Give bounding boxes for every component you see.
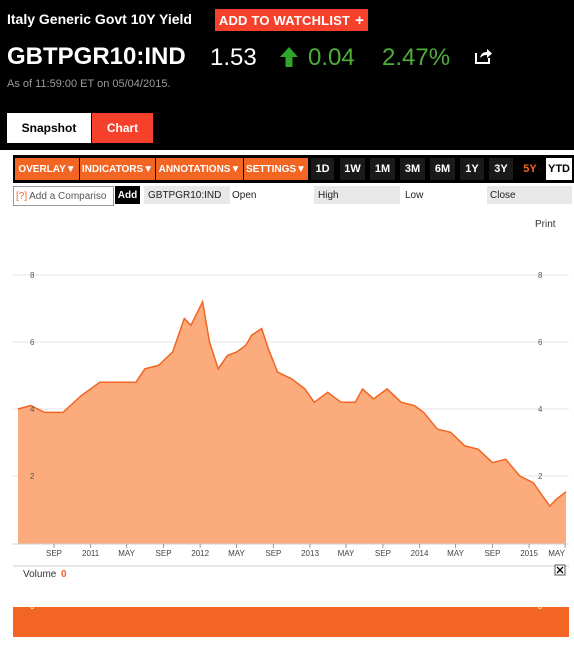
y-tick-label-left: 8	[30, 271, 35, 280]
range-5y[interactable]: 5Y	[518, 158, 542, 180]
overlay-menu[interactable]: OVERLAY ▼	[15, 158, 79, 180]
settings-menu[interactable]: SETTINGS ▼	[244, 158, 308, 180]
range-1d[interactable]: 1D	[311, 158, 334, 180]
x-tick-label: SEP	[156, 549, 172, 558]
indicators-menu[interactable]: INDICATORS ▼	[80, 158, 155, 180]
yield-area-series	[18, 301, 566, 544]
yield-line-series	[17, 299, 567, 508]
range-1m[interactable]: 1M	[370, 158, 395, 180]
compare-placeholder: Add a Compariso	[29, 190, 107, 202]
y-tick-label-right: 2	[538, 472, 543, 481]
y-tick-label-left: 6	[30, 338, 35, 347]
chart-toolbar: OVERLAY ▼ INDICATORS ▼ ANNOTATIONS ▼ SETTIN…	[13, 155, 574, 183]
tab-snapshot[interactable]: Snapshot	[7, 113, 91, 143]
volume-value: 0	[61, 569, 67, 580]
range-3m[interactable]: 3M	[400, 158, 425, 180]
x-axis: SEP 2011 MAY SEP 2012 MAY SEP 2013 MAY SEP 2014 MAY…	[46, 544, 566, 558]
up-arrow-icon	[280, 47, 298, 67]
y-tick-label-right: 8	[538, 271, 543, 280]
volume-axis-left-tick: 0	[30, 602, 35, 611]
open-field: Open	[232, 189, 257, 201]
compare-input[interactable]: [?] Add a Compariso	[13, 186, 114, 206]
timestamp: As of 11:59:00 ET on 05/04/2015.	[7, 78, 171, 90]
x-tick-label: 2013	[301, 549, 319, 558]
volume-label: Volume	[23, 569, 57, 580]
plus-icon: +	[355, 11, 365, 29]
symbol-chip: GBTPGR10:IND	[144, 186, 230, 204]
low-field: Low	[405, 189, 424, 201]
price-chart[interactable]: 2 4 6 8 2 4 6 8 SEP 2011 MAY SEP 2012 MAY SEP 2013 MAY…	[0, 210, 574, 648]
annotations-menu-label: ANNOTATIONS	[158, 163, 231, 175]
caret-down-icon: ▼	[143, 163, 154, 175]
y-tick-label-right: 4	[538, 405, 543, 414]
close-field: Close	[487, 186, 572, 204]
range-6m[interactable]: 6M	[430, 158, 455, 180]
indicators-menu-label: INDICATORS	[81, 163, 144, 175]
range-ytd[interactable]: YTD	[546, 158, 572, 180]
x-tick-label: 2014	[411, 549, 429, 558]
y-axis-right: 2 4 6 8	[538, 271, 543, 481]
range-1y[interactable]: 1Y	[460, 158, 484, 180]
y-axis-left: 2 4 6 8	[30, 271, 35, 481]
caret-down-icon: ▼	[296, 163, 306, 175]
x-tick-label: SEP	[375, 549, 391, 558]
high-field: High	[314, 186, 400, 204]
x-tick-label: SEP	[484, 549, 500, 558]
x-tick-label: MAY	[548, 549, 565, 558]
close-icon[interactable]	[554, 564, 566, 576]
add-to-watchlist-button[interactable]: ADD TO WATCHLIST +	[215, 9, 368, 31]
x-tick-label: 2015	[520, 549, 538, 558]
x-tick-label: SEP	[265, 549, 281, 558]
range-3y[interactable]: 3Y	[489, 158, 513, 180]
annotations-menu[interactable]: ANNOTATIONS ▼	[156, 158, 243, 180]
security-title: Italy Generic Govt 10Y Yield	[7, 11, 192, 27]
percent-change: 2.47%	[382, 44, 451, 71]
add-to-watchlist-label: ADD TO WATCHLIST	[218, 12, 351, 28]
y-tick-label-left: 2	[30, 472, 35, 481]
overlay-menu-label: OVERLAY	[18, 163, 66, 175]
ticker-symbol: GBTPGR10:IND	[7, 43, 186, 70]
caret-down-icon: ▼	[230, 163, 241, 175]
range-1w[interactable]: 1W	[340, 158, 365, 180]
caret-down-icon: ▼	[65, 163, 76, 175]
help-icon[interactable]: [?]	[16, 190, 28, 202]
print-button[interactable]: Print	[535, 219, 556, 230]
price-change: 0.04	[308, 44, 355, 71]
quote-header: Italy Generic Govt 10Y Yield ADD TO WATC…	[0, 0, 574, 150]
y-tick-label-left: 4	[30, 405, 35, 414]
x-tick-label: MAY	[228, 549, 245, 558]
x-tick-label: 2011	[82, 549, 100, 558]
x-tick-label: SEP	[46, 549, 62, 558]
volume-axis-right-tick: 0	[538, 602, 543, 611]
share-icon[interactable]	[473, 47, 493, 65]
x-tick-label: MAY	[118, 549, 135, 558]
x-tick-label: 2012	[191, 549, 209, 558]
volume-bar	[13, 607, 569, 637]
y-tick-label-right: 6	[538, 338, 543, 347]
last-price: 1.53	[210, 44, 257, 71]
add-compare-button[interactable]: Add	[115, 186, 140, 204]
x-tick-label: MAY	[447, 549, 464, 558]
x-tick-label: MAY	[338, 549, 355, 558]
settings-menu-label: SETTINGS	[246, 163, 297, 175]
tab-chart[interactable]: Chart	[92, 113, 153, 143]
